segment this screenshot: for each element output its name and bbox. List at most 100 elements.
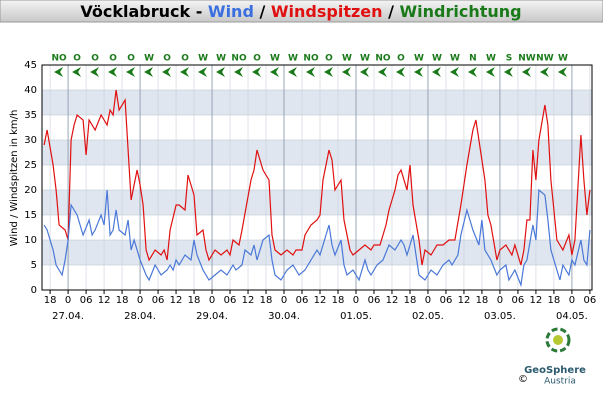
x-tick-label: 18 [332,295,345,306]
direction-arrow [234,67,244,77]
direction-label: O [73,54,81,64]
direction-arrow [54,67,64,77]
x-tick-label: 0 [425,295,431,306]
x-tick-label: 12 [314,295,327,306]
x-tick-label: 18 [548,295,561,306]
direction-label: W [486,54,496,64]
direction-arrow [90,67,100,77]
x-tick-label: 18 [476,295,489,306]
x-tick-label: 12 [530,295,543,306]
x-tick-label: 18 [116,295,129,306]
y-tick-label: 25 [24,160,37,171]
direction-label: O [181,54,189,64]
day-label: 30.04. [268,311,300,322]
direction-label: W [432,54,442,64]
logo: GeoSphere Austria © [518,327,586,387]
direction-label: O [397,54,405,64]
x-tick-label: 06 [80,295,93,306]
title-part: / [383,2,400,21]
direction-arrow [288,67,298,77]
grid-band [42,140,592,165]
x-tick-label: 0 [497,295,503,306]
direction-arrow [467,67,477,77]
day-label: 28.04. [124,311,156,322]
grid-band [42,240,592,265]
x-tick-label: 06 [440,295,453,306]
x-tick-label: 0 [137,295,143,306]
direction-arrow [431,67,441,77]
x-tick-label: 18 [260,295,273,306]
grid-band [42,90,592,115]
direction-arrow [108,67,118,77]
direction-label: O [253,54,261,64]
x-tick-label: 0 [65,295,71,306]
x-tick-label: 12 [386,295,399,306]
direction-label: W [288,54,298,64]
chart-title: Vöcklabruck - Wind / Windspitzen / Windr… [80,2,521,21]
x-tick-label: 06 [224,295,237,306]
direction-arrow [72,67,82,77]
direction-label: W [558,54,568,64]
y-tick-label: 0 [31,285,37,296]
x-tick-label: 18 [188,295,201,306]
day-label: 27.04. [52,311,84,322]
direction-label: NO [303,54,319,64]
logo-subtext: Austria [544,377,576,387]
x-tick-label: 06 [512,295,525,306]
direction-label: W [216,54,226,64]
direction-arrow [377,67,387,77]
x-tick-label: 06 [296,295,309,306]
direction-label: O [91,54,99,64]
x-tick-label: 18 [404,295,417,306]
y-tick-label: 5 [31,260,37,271]
direction-label: W [270,54,280,64]
x-tick-label: 06 [152,295,165,306]
direction-label: O [109,54,117,64]
x-tick-label: 0 [569,295,575,306]
y-tick-label: 45 [24,60,37,71]
series-line [43,188,591,288]
title-part: Windrichtung [400,2,522,21]
direction-label: NO [231,54,247,64]
direction-arrow [341,67,351,77]
direction-label: NO [52,54,68,64]
grid-band [42,190,592,215]
direction-arrow [270,67,280,77]
direction-label: NW [518,54,536,64]
direction-label: S [506,54,512,64]
title-bar [0,0,603,23]
logo-icon [545,327,571,353]
copyright: © [518,374,528,385]
x-tick-label: 0 [209,295,215,306]
day-label: 29.04. [196,311,228,322]
x-tick-label: 0 [353,295,359,306]
direction-arrow [180,67,190,77]
direction-label: W [450,54,460,64]
direction-arrow [198,67,208,77]
x-tick-label: 06 [368,295,381,306]
x-tick-label: 0 [281,295,287,306]
direction-label: O [325,54,333,64]
direction-arrow [144,67,154,77]
direction-arrow [252,67,262,77]
title-part: / [254,2,271,21]
x-tick-label: 12 [458,295,471,306]
direction-label: NO [375,54,391,64]
day-label: 04.05. [556,311,588,322]
direction-arrow [449,67,459,77]
plot-frame [41,64,593,291]
direction-label: NW [536,54,554,64]
x-tick-label: 12 [242,295,255,306]
logo-icon [553,335,563,345]
direction-arrow [216,67,226,77]
y-tick-label: 40 [24,85,37,96]
direction-label: O [163,54,171,64]
direction-arrow [521,67,531,77]
y-tick-label: 20 [24,185,37,196]
y-tick-label: 35 [24,110,37,121]
direction-arrow [557,67,567,77]
title-part: Vöcklabruck - [80,2,208,21]
series-line [43,89,591,266]
x-tick-label: 12 [170,295,183,306]
